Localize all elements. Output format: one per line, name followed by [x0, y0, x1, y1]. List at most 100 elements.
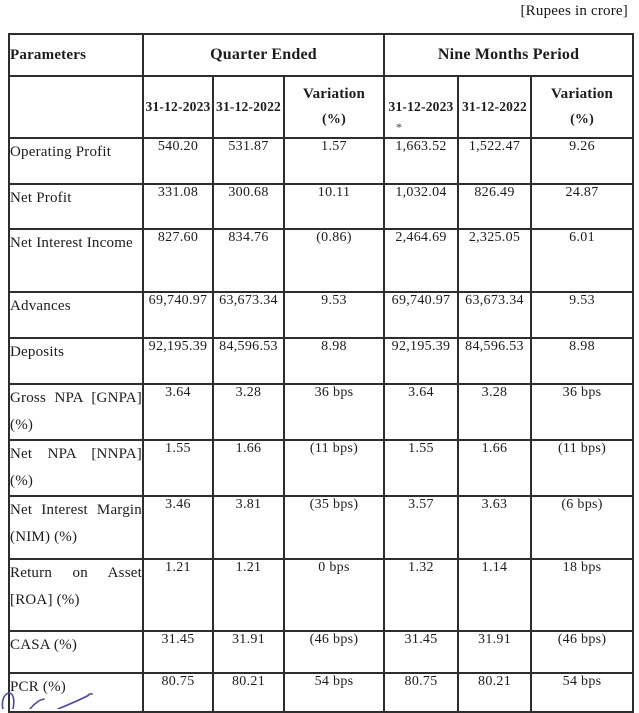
table-row-deposits: Deposits 92,195.39 84,596.53 8.98 92,195… [8, 337, 635, 385]
cell-value: 80.75 [142, 672, 214, 713]
cell-value: 1.55 [383, 439, 460, 497]
cell-value: 84,596.53 [457, 337, 533, 385]
cell-value: 8.98 [282, 337, 386, 385]
nine-months-date-2022-header: 31-12-2022 [457, 75, 533, 139]
cell-value: 1.21 [142, 558, 214, 632]
cell-value: 31.91 [212, 630, 285, 674]
table-row-roa: Return on Asset [ROA] (%) 1.21 1.21 0 bp… [8, 558, 635, 632]
cell-value: 3.57 [383, 495, 460, 560]
variation-label: Variation [302, 86, 366, 102]
table-row-casa: CASA (%) 31.45 31.91 (46 bps) 31.45 31.9… [8, 630, 635, 674]
signature-stroke [57, 693, 93, 709]
cell-value: 31.45 [383, 630, 460, 674]
financial-results-table: Parameters Quarter Ended Nine Months Per… [8, 33, 635, 713]
quarter-variation-header: Variation (%) [282, 75, 386, 139]
cell-value: 1.66 [212, 439, 285, 497]
cell-value: 1,032.04 [383, 183, 460, 230]
cell-value: 31.45 [142, 630, 214, 674]
row-label: Deposits [8, 337, 144, 385]
cell-value: 9.53 [282, 291, 386, 339]
cell-value: 84,596.53 [212, 337, 285, 385]
row-label: Advances [8, 291, 144, 339]
cell-value: 3.81 [212, 495, 285, 560]
variation-unit: (%) [570, 112, 594, 127]
cell-value: 3.46 [142, 495, 214, 560]
cell-value: 3.64 [383, 383, 460, 441]
table-row-net-interest-income: Net Interest Income 827.60 834.76 (0.86)… [8, 228, 635, 293]
row-label: CASA (%) [8, 630, 144, 674]
cell-value: (35 bps) [282, 495, 386, 560]
cell-value: 92,195.39 [383, 337, 460, 385]
cell-value: 6.01 [530, 228, 635, 293]
row-label: Gross NPA [GNPA] (%) [8, 383, 144, 441]
cell-value: 1.66 [457, 439, 533, 497]
cell-value: (0.86) [282, 228, 386, 293]
cell-value: (11 bps) [282, 439, 386, 497]
footnote-mark: * [396, 120, 403, 134]
cell-value: 1.32 [383, 558, 460, 632]
cell-value: 3.64 [142, 383, 214, 441]
cell-value: 1.21 [212, 558, 285, 632]
cell-value: 31.91 [457, 630, 533, 674]
nine-months-date-2023-label: 31-12-2023 [388, 99, 454, 114]
table-row-pcr: PCR (%) 80.75 80.21 54 bps 80.75 80.21 5… [8, 672, 635, 713]
nine-months-date-2023-header: 31-12-2023 * [383, 75, 460, 139]
cell-value: 834.76 [212, 228, 285, 293]
cell-value: 54 bps [282, 672, 386, 713]
cell-value: 63,673.34 [212, 291, 285, 339]
cell-value: 80.75 [383, 672, 460, 713]
cell-value: 18 bps [530, 558, 635, 632]
cell-value: 1,663.52 [383, 137, 460, 185]
header-group-row: Parameters Quarter Ended Nine Months Per… [8, 33, 635, 77]
table-row-gross-npa: Gross NPA [GNPA] (%) 3.64 3.28 36 bps 3.… [8, 383, 635, 441]
cell-value: 0 bps [282, 558, 386, 632]
header-columns-row: 31-12-2023 31-12-2022 Variation (%) 31-1… [8, 75, 635, 139]
cell-value: (46 bps) [282, 630, 386, 674]
cell-value: 827.60 [142, 228, 214, 293]
nine-months-variation-header: Variation (%) [530, 75, 635, 139]
cell-value: (11 bps) [530, 439, 635, 497]
cell-value: 1.55 [142, 439, 214, 497]
cell-value: 300.68 [212, 183, 285, 230]
parameters-header: Parameters [8, 33, 144, 77]
row-label: Net Profit [8, 183, 144, 230]
cell-value: 540.20 [142, 137, 214, 185]
cell-value: 92,195.39 [142, 337, 214, 385]
row-label: PCR (%) [8, 672, 144, 713]
quarter-ended-header: Quarter Ended [141, 33, 386, 77]
cell-value: 2,464.69 [383, 228, 460, 293]
cell-value: 3.28 [457, 383, 533, 441]
cell-value: 69,740.97 [142, 291, 214, 339]
table-row-operating-profit: Operating Profit 540.20 531.87 1.57 1,66… [8, 137, 635, 185]
cell-value: 9.53 [530, 291, 635, 339]
cell-value: 80.21 [212, 672, 285, 713]
variation-unit: (%) [322, 112, 346, 127]
cell-value: 3.63 [457, 495, 533, 560]
quarter-date-2023-header: 31-12-2023 [142, 75, 214, 139]
cell-value: 2,325.05 [457, 228, 533, 293]
cell-value: 1.14 [457, 558, 533, 632]
signature-stroke [29, 698, 45, 709]
cell-value: 1,522.47 [457, 137, 533, 185]
row-label: Operating Profit [8, 137, 144, 185]
unit-note: [Rupees in crore] [520, 3, 628, 19]
cell-value: 8.98 [530, 337, 635, 385]
table-row-advances: Advances 69,740.97 63,673.34 9.53 69,740… [8, 291, 635, 339]
cell-value: 9.26 [530, 137, 635, 185]
cell-value: (46 bps) [530, 630, 635, 674]
table-row-nim: Net Interest Margin (NIM) (%) 3.46 3.81 … [8, 495, 635, 560]
row-label: Net NPA [NNPA] (%) [8, 439, 144, 497]
row-label: Net Interest Margin (NIM) (%) [8, 495, 144, 560]
cell-value: 331.08 [142, 183, 214, 230]
cell-value: 63,673.34 [457, 291, 533, 339]
cell-value: 3.28 [212, 383, 285, 441]
cell-value: 80.21 [457, 672, 533, 713]
cell-value: 10.11 [282, 183, 386, 230]
table-row-net-profit: Net Profit 331.08 300.68 10.11 1,032.04 … [8, 183, 635, 230]
cell-value: 36 bps [530, 383, 635, 441]
row-label: Net Interest Income [8, 228, 144, 293]
cell-value: (6 bps) [530, 495, 635, 560]
cell-value: 69,740.97 [383, 291, 460, 339]
quarter-date-2022-header: 31-12-2022 [212, 75, 285, 139]
cell-value: 531.87 [212, 137, 285, 185]
